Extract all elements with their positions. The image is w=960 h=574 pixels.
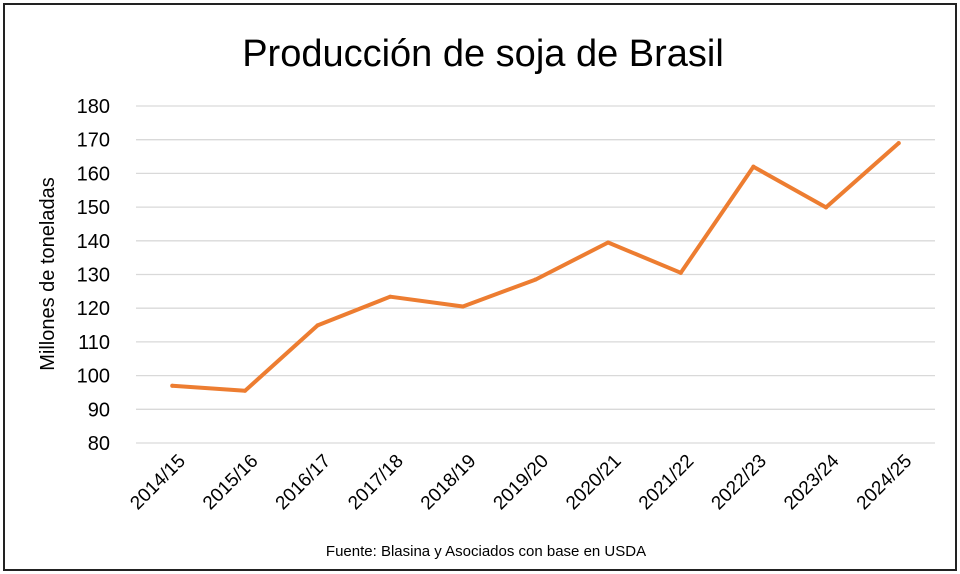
data-point [533,277,538,282]
gridlines [136,105,935,444]
x-tick-label: 2019/20 [490,451,553,514]
data-point [460,304,465,309]
chart-frame [3,3,957,571]
x-tick-label: 2014/15 [126,451,189,514]
data-point [606,240,611,245]
data-point [678,270,683,275]
data-point [751,164,756,169]
x-tick-label: 2022/23 [708,451,771,514]
y-tick-label: 130 [77,265,110,287]
x-tick-label: 2017/18 [344,451,407,514]
x-tick-label: 2020/21 [562,451,625,514]
y-tick-label: 110 [78,332,110,354]
y-axis-label: Millones de toneladas [37,177,59,370]
y-tick-label: 150 [77,197,110,219]
data-point [824,205,829,210]
x-tick-label: 2015/16 [199,451,262,514]
series-layer [170,141,901,393]
x-tick-label: 2018/19 [417,451,480,514]
y-tick-label: 170 [77,130,110,152]
y-axis-tick-labels: 80 90 100 110 120 130 140 150 160 170 180 [77,96,110,455]
x-tick-label: 2021/22 [635,451,698,514]
data-point [242,388,247,393]
y-tick-label: 160 [77,163,110,185]
x-tick-label: 2016/17 [272,451,335,514]
source-note: Fuente: Blasina y Asociados con base en … [326,543,646,560]
data-point [170,383,175,388]
y-tick-label: 120 [77,298,110,320]
y-tick-label: 80 [88,433,110,455]
y-tick-label: 90 [88,399,110,421]
x-axis-tick-labels: 2014/15 2015/16 2016/17 2017/18 2018/19 2019/… [126,450,916,514]
data-point [388,294,393,299]
x-tick-label: 2024/25 [853,451,916,514]
x-tick-label: 2023/24 [780,450,844,514]
y-tick-label: 180 [77,96,110,118]
data-point [315,323,320,328]
chart-title: Producción de soja de Brasil [242,33,724,75]
data-point [896,141,901,146]
y-tick-label: 140 [77,231,110,253]
y-tick-label: 100 [77,366,110,388]
series-line [170,141,901,393]
